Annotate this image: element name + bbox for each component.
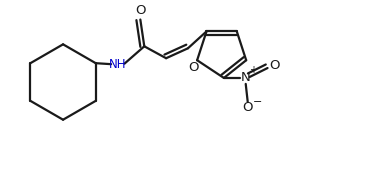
Text: O: O	[269, 59, 280, 71]
Text: O: O	[243, 101, 253, 114]
Text: O: O	[135, 4, 146, 17]
Text: O: O	[188, 61, 198, 74]
Text: +: +	[249, 65, 257, 75]
Text: N: N	[241, 71, 251, 84]
Text: −: −	[253, 97, 262, 107]
Text: NH: NH	[109, 58, 126, 71]
